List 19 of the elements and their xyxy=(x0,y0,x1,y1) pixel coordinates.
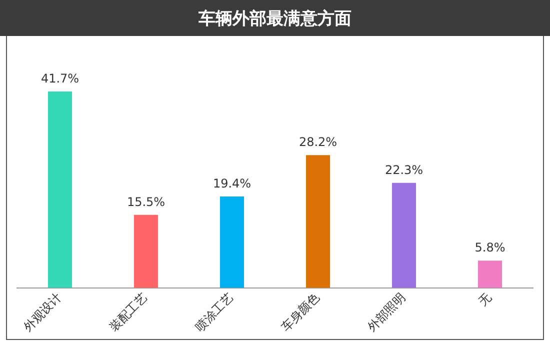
bar xyxy=(478,260,502,288)
bar xyxy=(220,196,244,288)
data-label: 5.8% xyxy=(474,240,506,255)
chart-title: 车辆外部最满意方面 xyxy=(186,6,364,30)
bar xyxy=(306,155,330,288)
bar xyxy=(134,214,158,288)
x-tick-label: 外部照明 xyxy=(364,290,408,334)
bar xyxy=(48,92,72,288)
x-tick-label: 车身颜色 xyxy=(278,290,322,334)
bar xyxy=(392,182,416,288)
x-tick-label: 装配工艺 xyxy=(106,290,150,334)
data-label: 19.4% xyxy=(212,176,252,191)
data-label: 15.5% xyxy=(126,195,166,210)
x-tick-label: 外观设计 xyxy=(20,290,64,334)
x-tick-label: 无 xyxy=(476,290,494,309)
data-label: 22.3% xyxy=(384,163,424,178)
data-label: 41.7% xyxy=(40,72,80,86)
data-label: 28.2% xyxy=(298,135,338,150)
x-tick-label: 喷涂工艺 xyxy=(192,290,236,334)
